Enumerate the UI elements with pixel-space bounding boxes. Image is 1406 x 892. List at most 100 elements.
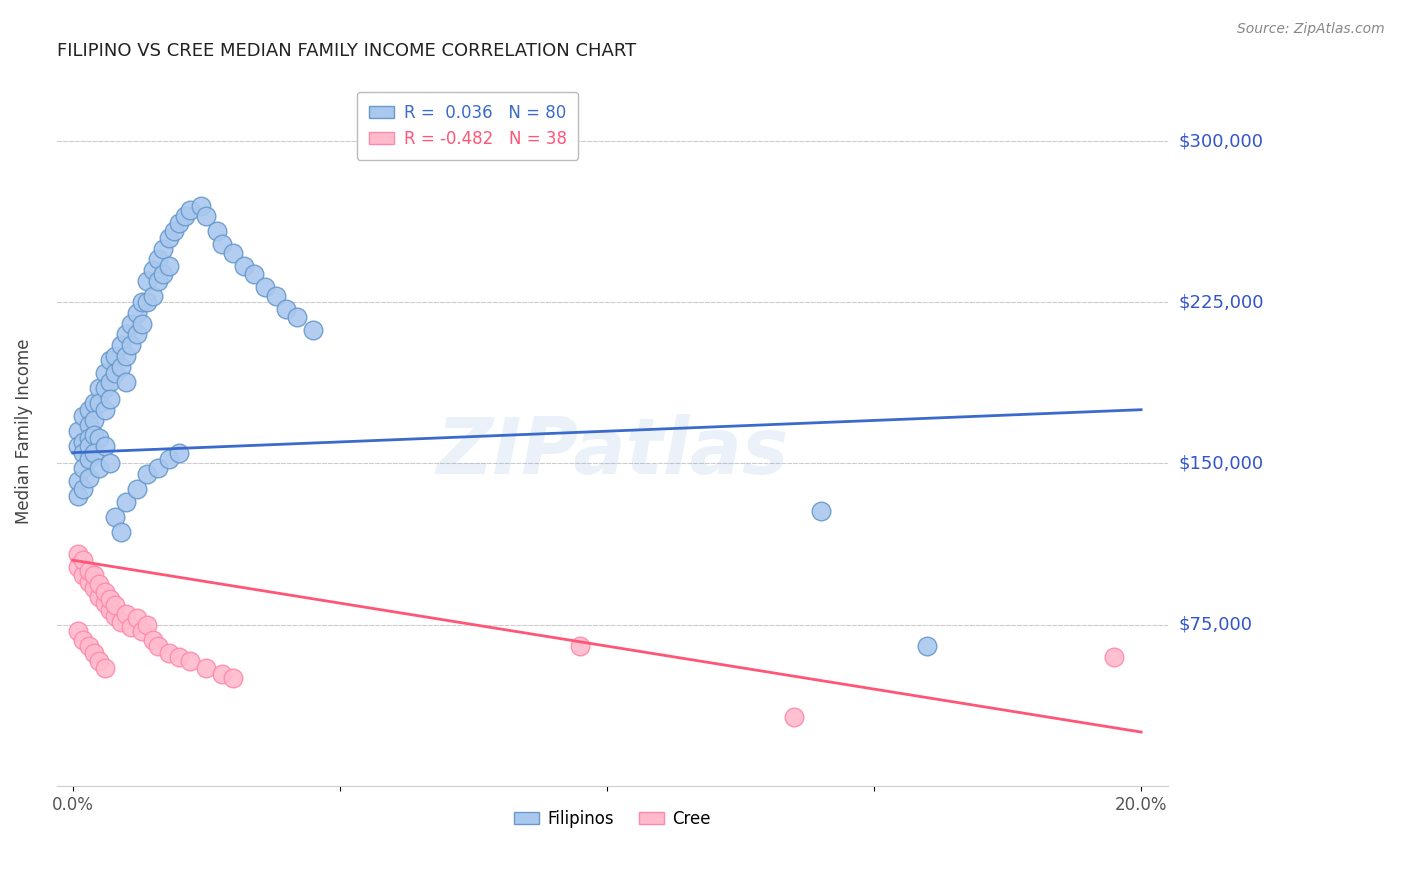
Point: [83, 428, 105, 442]
Point: [83, 445, 105, 459]
Point: [1104, 649, 1126, 664]
Text: Source: ZipAtlas.com: Source: ZipAtlas.com: [1237, 22, 1385, 37]
Point: [104, 510, 127, 524]
Point: [125, 482, 148, 496]
Text: FILIPINO VS CREE MEDIAN FAMILY INCOME CORRELATION CHART: FILIPINO VS CREE MEDIAN FAMILY INCOME CO…: [56, 42, 636, 60]
Point: [77, 431, 100, 445]
Point: [89, 576, 111, 591]
Point: [136, 274, 159, 288]
Point: [66, 424, 89, 438]
Point: [115, 607, 138, 621]
Point: [136, 295, 159, 310]
Point: [66, 624, 89, 638]
Point: [120, 620, 142, 634]
Point: [110, 615, 132, 630]
Point: [83, 413, 105, 427]
Point: [72, 445, 94, 459]
Point: [93, 585, 115, 599]
Point: [157, 646, 180, 660]
Point: [264, 289, 287, 303]
Point: [89, 590, 111, 604]
Point: [72, 632, 94, 647]
Text: $150,000: $150,000: [1180, 454, 1264, 473]
Point: [72, 568, 94, 582]
Point: [83, 396, 105, 410]
Point: [125, 327, 148, 342]
Point: [157, 452, 180, 467]
Point: [89, 431, 111, 445]
Point: [222, 245, 245, 260]
Point: [104, 366, 127, 380]
Point: [115, 495, 138, 509]
Point: [232, 259, 254, 273]
Point: [77, 471, 100, 485]
Point: [146, 274, 169, 288]
Point: [195, 209, 218, 223]
Point: [136, 467, 159, 482]
Point: [83, 568, 105, 582]
Point: [98, 591, 121, 606]
Point: [169, 445, 191, 459]
Point: [77, 452, 100, 467]
Point: [179, 654, 201, 668]
Point: [72, 460, 94, 475]
Point: [77, 564, 100, 578]
Point: [157, 231, 180, 245]
Point: [142, 632, 165, 647]
Point: [89, 654, 111, 668]
Point: [89, 460, 111, 475]
Point: [72, 434, 94, 449]
Point: [205, 224, 228, 238]
Point: [211, 237, 233, 252]
Point: [66, 474, 89, 488]
Point: [120, 338, 142, 352]
Point: [77, 402, 100, 417]
Point: [243, 268, 266, 282]
Point: [125, 306, 148, 320]
Text: $75,000: $75,000: [1180, 615, 1253, 633]
Point: [115, 327, 138, 342]
Point: [77, 639, 100, 653]
Point: [152, 242, 174, 256]
Point: [89, 381, 111, 395]
Point: [110, 525, 132, 540]
Point: [93, 439, 115, 453]
Point: [93, 596, 115, 610]
Point: [110, 338, 132, 352]
Point: [253, 280, 276, 294]
Point: [179, 202, 201, 217]
Point: [104, 599, 127, 613]
Point: [142, 263, 165, 277]
Point: [125, 611, 148, 625]
Point: [104, 609, 127, 624]
Point: [783, 710, 806, 724]
Point: [115, 349, 138, 363]
Point: [163, 224, 186, 238]
Point: [83, 646, 105, 660]
Point: [146, 639, 169, 653]
Point: [89, 396, 111, 410]
Point: [66, 439, 89, 453]
Text: $225,000: $225,000: [1180, 293, 1264, 311]
Point: [77, 417, 100, 432]
Point: [169, 216, 191, 230]
Point: [917, 639, 939, 653]
Point: [131, 317, 153, 331]
Point: [98, 457, 121, 471]
Point: [98, 392, 121, 406]
Point: [157, 259, 180, 273]
Point: [222, 671, 245, 685]
Point: [66, 547, 89, 561]
Point: [211, 667, 233, 681]
Point: [169, 649, 191, 664]
Point: [115, 375, 138, 389]
Text: $300,000: $300,000: [1180, 132, 1264, 150]
Point: [285, 310, 308, 325]
Legend: Filipinos, Cree: Filipinos, Cree: [508, 803, 717, 834]
Point: [93, 381, 115, 395]
Y-axis label: Median Family Income: Median Family Income: [15, 338, 32, 524]
Point: [98, 375, 121, 389]
Point: [302, 323, 325, 337]
Point: [190, 198, 212, 212]
Point: [173, 209, 195, 223]
